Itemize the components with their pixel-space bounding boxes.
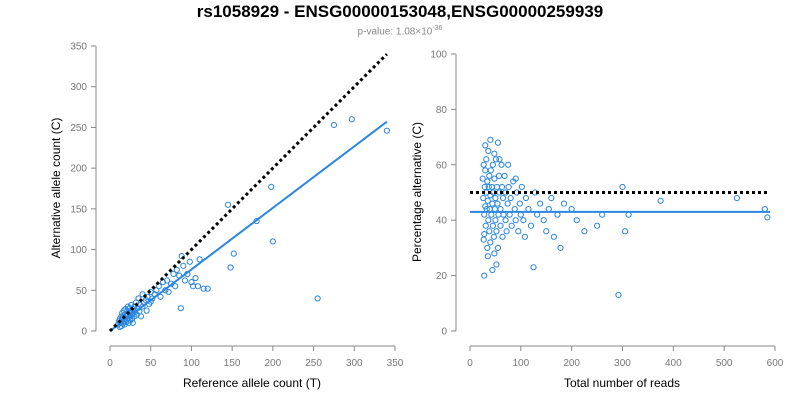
x-tick-label: 150	[224, 358, 241, 369]
y-axis-label: Alternative allele count (C)	[49, 118, 63, 259]
data-point	[120, 307, 127, 314]
data-point	[204, 285, 211, 292]
data-point	[348, 116, 355, 123]
y-tick-label: 250	[70, 123, 87, 134]
x-tick-label: 0	[107, 358, 113, 369]
data-point	[129, 319, 136, 326]
data-point	[143, 307, 150, 314]
data-point	[177, 305, 184, 312]
data-point	[181, 277, 189, 284]
x-tick-label: 250	[305, 358, 322, 369]
y-tick-label: 150	[70, 204, 87, 215]
x-tick-label: 200	[265, 358, 282, 369]
data-point	[269, 238, 276, 245]
data-point	[135, 295, 142, 302]
y-tick-label: 0	[81, 327, 87, 338]
data-point	[383, 127, 390, 134]
data-point	[268, 183, 275, 190]
data-point	[157, 293, 164, 300]
data-point	[139, 303, 146, 310]
data-point	[314, 295, 321, 302]
data-point	[194, 283, 202, 290]
x-tick-label: 100	[183, 358, 200, 369]
data-point	[180, 262, 187, 269]
data-point	[186, 258, 193, 265]
chart-subtitle: p-value: 1.08×10-36	[0, 25, 800, 37]
data-point	[173, 266, 180, 274]
data-point	[227, 264, 234, 271]
data-point	[172, 283, 179, 290]
data-point	[178, 252, 185, 260]
data-point	[131, 303, 138, 310]
y-tick-label: 50	[76, 286, 88, 297]
data-point	[165, 288, 172, 296]
data-point	[188, 279, 195, 286]
regression-line	[109, 120, 388, 332]
y-tick-label: 300	[70, 82, 87, 93]
x-axis-label: Reference allele count (T)	[183, 376, 321, 390]
data-point	[170, 270, 177, 278]
data-point	[192, 274, 199, 282]
y-tick-label: 100	[70, 245, 87, 256]
data-point	[200, 285, 207, 292]
pvalue-text: p-value: 1.08×10	[357, 26, 433, 38]
data-point	[330, 121, 338, 129]
data-point	[137, 313, 145, 320]
chart-title: rs1058929 - ENSG00000153048,ENSG00000259…	[196, 2, 604, 21]
x-tick-label: 300	[346, 358, 363, 369]
data-point	[128, 301, 135, 309]
x-tick-label: 50	[145, 358, 157, 369]
data-point	[224, 201, 232, 208]
data-point	[124, 303, 132, 310]
data-point	[196, 256, 203, 263]
data-point	[163, 277, 171, 284]
reference-line	[108, 53, 388, 333]
y-tick-label: 200	[70, 164, 87, 175]
x-tick-label: 350	[387, 358, 404, 369]
data-point	[230, 250, 237, 257]
y-tick-label: 350	[70, 42, 87, 53]
pvalue-exponent: -36	[432, 25, 443, 32]
